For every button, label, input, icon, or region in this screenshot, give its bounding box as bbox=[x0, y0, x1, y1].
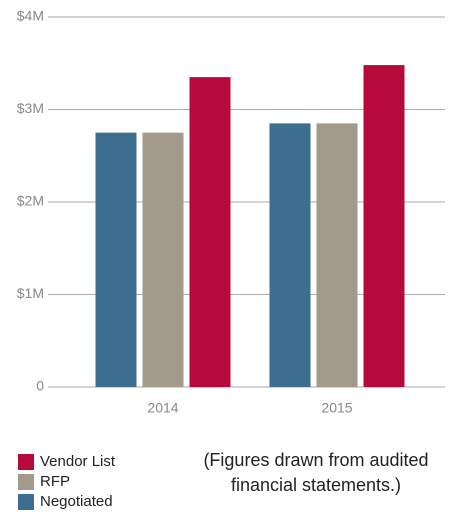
bar bbox=[316, 123, 358, 387]
legend-label: RFP bbox=[40, 473, 70, 490]
y-tick-label: 0 bbox=[36, 378, 44, 394]
x-tick-label: 2015 bbox=[321, 400, 352, 416]
legend-swatch bbox=[18, 474, 34, 490]
y-tick-label: $3M bbox=[17, 100, 44, 116]
legend-label: Vendor List bbox=[40, 453, 116, 470]
annotation: (Figures drawn from audited financial st… bbox=[203, 450, 429, 495]
x-tick-label: 2014 bbox=[147, 400, 178, 416]
y-tick-label: $1M bbox=[17, 285, 44, 301]
legend-label: Negotiated bbox=[40, 493, 113, 510]
bar bbox=[269, 123, 311, 387]
legend-swatch bbox=[18, 494, 34, 510]
bar bbox=[363, 65, 405, 387]
y-tick-label: $4M bbox=[17, 8, 44, 24]
y-tick-label: $2M bbox=[17, 193, 44, 209]
bar bbox=[142, 132, 184, 387]
legend-swatch bbox=[18, 454, 34, 470]
bar bbox=[189, 77, 231, 387]
bar bbox=[95, 132, 137, 387]
